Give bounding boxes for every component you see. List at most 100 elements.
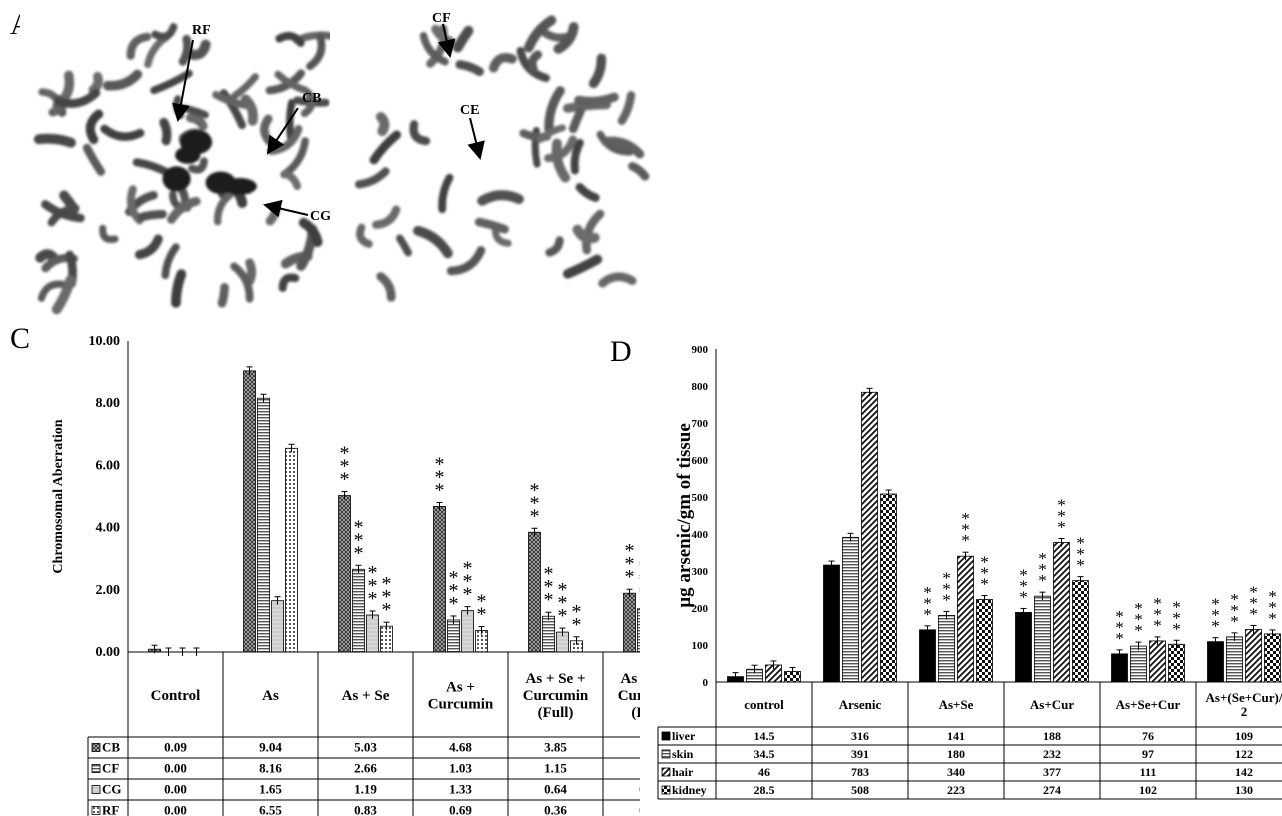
- bar-CF: [447, 619, 460, 653]
- significance-star: *: [1230, 601, 1239, 620]
- data-label: 316: [851, 729, 869, 743]
- significance-star: *: [463, 571, 473, 593]
- bar-kidney: [1072, 580, 1089, 683]
- significance-star: *: [1172, 608, 1181, 627]
- y-tick-label: 4.00: [96, 521, 121, 536]
- category-label: Curcumin: [523, 688, 589, 704]
- chromosome: [240, 94, 258, 126]
- y-tick-label: 300: [692, 566, 709, 578]
- chromosome: [134, 234, 163, 260]
- significance-star: *: [1038, 571, 1047, 590]
- significance-star: *: [1038, 549, 1047, 568]
- significance-star: *: [1230, 612, 1239, 631]
- legend-label: liver: [672, 729, 696, 743]
- bar-CB: [243, 370, 256, 653]
- data-label: 28.5: [754, 783, 775, 797]
- data-label: 0.00: [164, 803, 187, 816]
- category-label: As +: [446, 679, 475, 695]
- significance-star: *: [1211, 606, 1220, 625]
- data-label: 1.89: [639, 740, 640, 755]
- chromosome: [356, 223, 373, 248]
- data-label: 1.03: [449, 761, 472, 776]
- cf-label: CF: [432, 11, 451, 26]
- bar-CB: [433, 506, 446, 653]
- data-label: 3.85: [544, 740, 567, 755]
- bar-hair: [957, 555, 974, 683]
- data-label: 142: [1235, 765, 1253, 779]
- chromosome: [544, 86, 565, 134]
- y-tick-label: 800: [692, 381, 709, 393]
- significance-star: *: [625, 566, 635, 588]
- chromosome: [523, 15, 557, 53]
- bar-liver: [823, 564, 840, 683]
- chromosome: [230, 73, 259, 100]
- significance-star: *: [1076, 534, 1085, 553]
- chromosome: [37, 280, 67, 302]
- legend-label: CF: [102, 761, 119, 776]
- chromosome: [539, 27, 573, 42]
- significance-star: *: [382, 599, 392, 621]
- y-tick-label: 8.00: [96, 396, 121, 411]
- chromosome: [282, 170, 302, 190]
- significance-star: *: [1172, 619, 1181, 638]
- chromosome: [562, 254, 603, 279]
- data-label: 111: [1140, 765, 1157, 779]
- significance-star: *: [1153, 594, 1162, 613]
- rf-label: RF: [192, 23, 211, 38]
- significance-star: *: [980, 552, 989, 571]
- significance-star: *: [340, 456, 350, 478]
- cb-arrow: [266, 107, 299, 155]
- chromosome: [455, 60, 484, 76]
- significance-star: *: [1019, 565, 1028, 584]
- data-label: 0.00: [164, 761, 187, 776]
- significance-star: *: [463, 558, 473, 580]
- micrograph-b: CF CE: [330, 10, 660, 310]
- chromosome: [33, 133, 76, 148]
- significance-star: *: [368, 588, 378, 610]
- bar-liver: [1111, 653, 1128, 683]
- y-tick-label: 200: [692, 603, 709, 615]
- bar-kidney: [880, 493, 897, 683]
- dense-chromatin: [162, 166, 191, 192]
- significance-star: *: [1134, 610, 1143, 629]
- chromosome: [278, 273, 300, 292]
- significance-star: *: [558, 579, 568, 601]
- y-tick-label: 2.00: [96, 583, 121, 598]
- significance-star: *: [942, 568, 951, 587]
- data-label: 0.83: [354, 803, 377, 816]
- chart-c: 0.00 2.00 4.00 6.00 8.00 10.00 Chromosomal Abe…: [51, 334, 640, 816]
- significance-star: *: [382, 586, 392, 608]
- significance-star: *: [961, 509, 970, 528]
- cf-arrow: [437, 23, 456, 58]
- cb-label: CB: [302, 91, 321, 106]
- significance-star: *: [625, 553, 635, 575]
- data-label: 109: [1235, 729, 1253, 743]
- significance-star: *: [961, 531, 970, 550]
- significance-star: *: [1172, 597, 1181, 616]
- chromosome: [171, 269, 187, 308]
- chromosome: [601, 136, 645, 159]
- chromosome: [372, 205, 401, 229]
- chromosome: [628, 161, 650, 181]
- data-label: 0.15: [639, 803, 640, 816]
- panel-letter-d: D: [610, 335, 632, 368]
- significance-star: *: [1268, 587, 1277, 606]
- chromosome-spread-a: [33, 23, 340, 315]
- category-label: As + Se +: [525, 671, 585, 687]
- significance-star: *: [449, 567, 459, 589]
- data-label: 130: [1235, 783, 1253, 797]
- significance-star: *: [1211, 617, 1220, 636]
- chromosome: [409, 120, 431, 146]
- chromosome: [85, 109, 104, 145]
- chromosome: [306, 32, 326, 71]
- chromosome: [41, 200, 85, 223]
- significance-star: *: [340, 469, 350, 491]
- legend-label: hair: [672, 765, 694, 779]
- legend-swatch: [661, 785, 671, 795]
- significance-star: *: [435, 466, 445, 488]
- category-label: As + Se +: [620, 671, 640, 687]
- bar-hair: [1053, 542, 1070, 683]
- chart-d: 0 100 200 300 400 500 600 700 800 900 µg arsenic/g…: [657, 344, 1282, 800]
- data-label: 14.5: [754, 729, 775, 743]
- y-tick-label: 0: [703, 677, 709, 689]
